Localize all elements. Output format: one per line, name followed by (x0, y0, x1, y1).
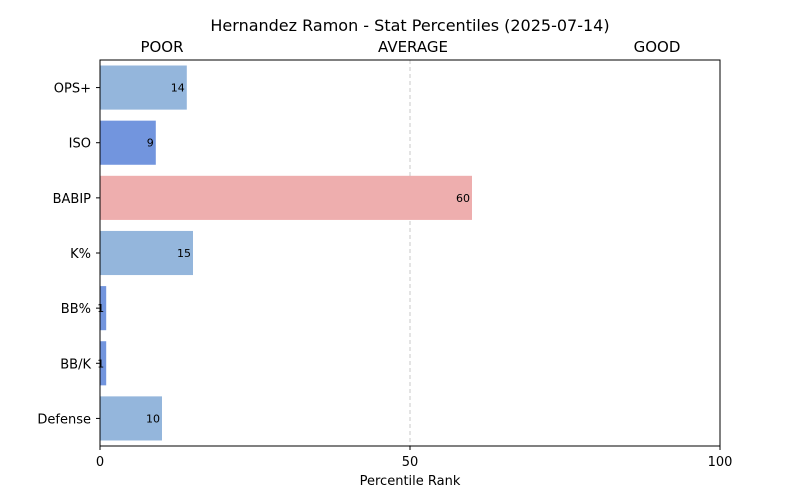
data-label: 10 (146, 412, 160, 425)
data-label: 15 (177, 247, 191, 260)
plot-area: 14 OPS+ 9 ISO 60 BABIP 15 K% 1 BB% 1 BB/K 10 Defense 0… (37, 60, 732, 470)
plot-frame (99, 59, 721, 447)
x-tick-label: 100 (708, 455, 733, 470)
bar-iso (100, 120, 156, 165)
zone-label-good: GOOD (634, 38, 681, 56)
zone-label-average: AVERAGE (378, 38, 448, 56)
y-tick-label: OPS+ (54, 82, 91, 97)
bar-bbk (100, 341, 107, 386)
bar-defense (100, 396, 162, 441)
chart-title: Hernandez Ramon - Stat Percentiles (2025… (210, 16, 609, 35)
bar-babip (100, 175, 472, 220)
data-label: 14 (171, 82, 185, 95)
data-label: 1 (97, 357, 104, 370)
y-tick-label: Defense (37, 412, 91, 427)
zone-label-poor: POOR (140, 38, 183, 56)
x-tick-label: 50 (402, 455, 419, 470)
bar-ops (100, 65, 187, 110)
bar-k (100, 230, 193, 276)
data-label: 60 (456, 192, 470, 205)
y-tick-label: BB% (61, 302, 91, 317)
y-tick-label: ISO (69, 137, 91, 152)
y-tick-label: K% (70, 247, 91, 262)
y-tick-label: BB/K (60, 357, 91, 372)
x-tick-label: 0 (96, 455, 104, 470)
y-tick-label: BABIP (53, 192, 92, 207)
data-label: 9 (147, 137, 154, 150)
bar-bb (100, 286, 107, 331)
x-axis-label: Percentile Rank (360, 474, 461, 489)
data-label: 1 (97, 302, 104, 315)
